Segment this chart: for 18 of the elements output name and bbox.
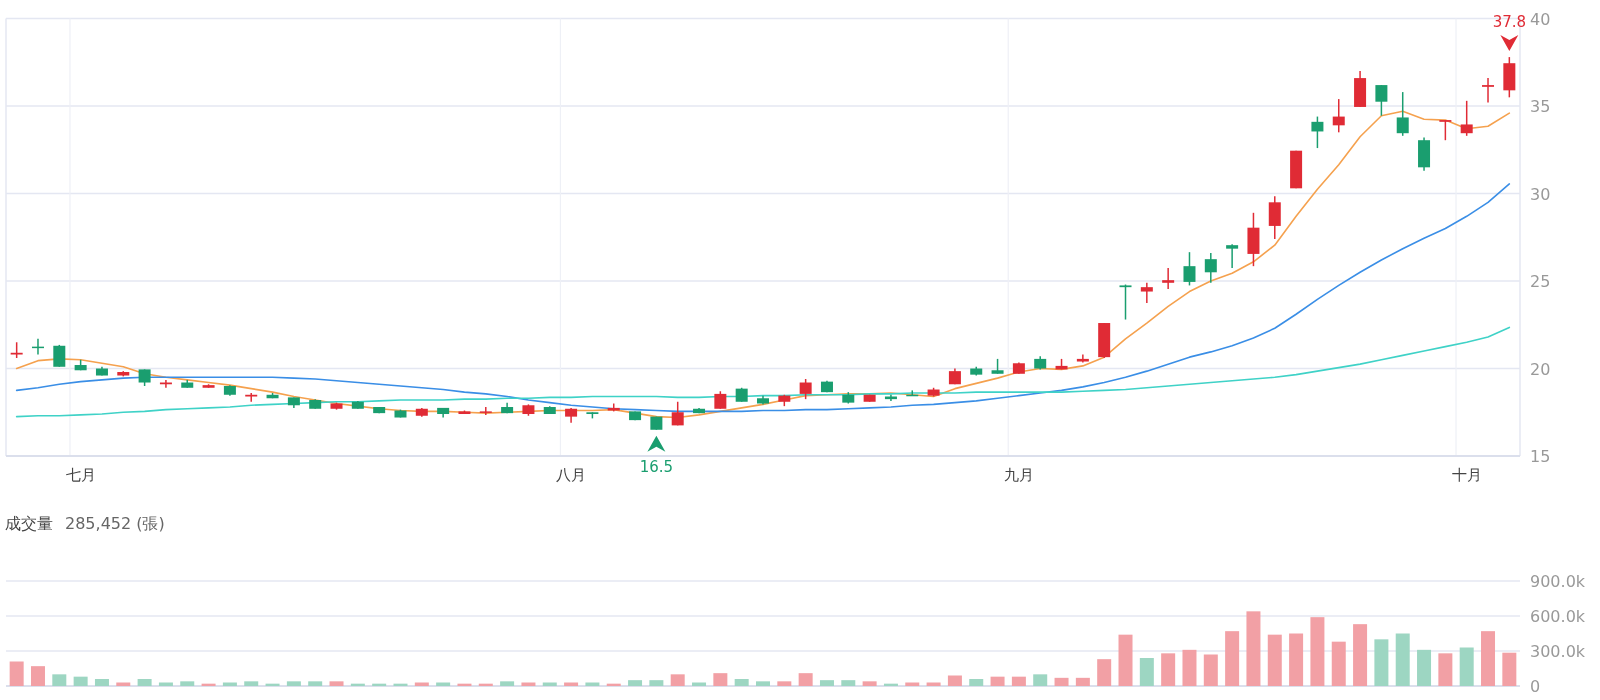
- xtick: 八月: [556, 466, 587, 484]
- ytick: 30: [1530, 184, 1551, 204]
- ytick: 20: [1530, 359, 1551, 379]
- xtick: 七月: [65, 466, 96, 484]
- ytick: 35: [1530, 97, 1551, 117]
- ytick: 300.0k: [1530, 642, 1586, 661]
- ytick: 600.0k: [1530, 607, 1586, 626]
- ytick: 0: [1530, 677, 1541, 696]
- ytick: 15: [1530, 447, 1551, 466]
- annotation: 37.8: [1492, 13, 1527, 32]
- ytick: 900.0k: [1530, 572, 1586, 591]
- xtick: 十月: [1451, 466, 1482, 484]
- title: 成交量: [5, 514, 53, 533]
- ytick: 40: [1530, 9, 1551, 29]
- annotation: 16.5: [639, 457, 674, 476]
- xtick: 九月: [1003, 466, 1034, 484]
- ytick: 25: [1530, 272, 1551, 292]
- annotation: 285,452 (張): [65, 514, 165, 533]
